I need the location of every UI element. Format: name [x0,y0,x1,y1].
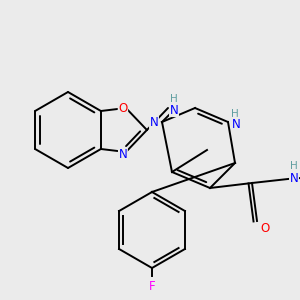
Text: O: O [118,101,128,115]
Text: N: N [169,103,178,116]
Text: N: N [118,148,127,160]
Text: N: N [232,118,240,130]
Text: N: N [150,116,158,128]
Text: H: H [170,94,178,104]
Text: H: H [290,161,298,171]
Text: N: N [290,172,298,185]
Text: H: H [231,109,239,119]
Text: F: F [149,280,155,292]
Text: O: O [260,223,270,236]
